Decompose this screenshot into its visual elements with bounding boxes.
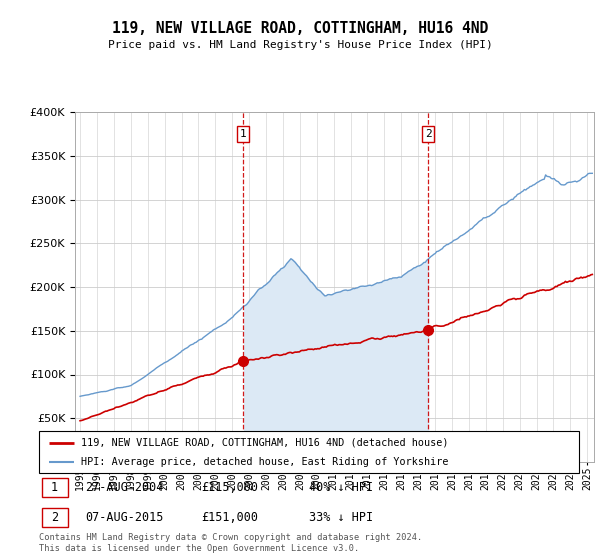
Text: 27-AUG-2004: 27-AUG-2004 (85, 481, 163, 494)
Text: 2: 2 (425, 129, 432, 139)
Text: HPI: Average price, detached house, East Riding of Yorkshire: HPI: Average price, detached house, East… (81, 457, 449, 467)
FancyBboxPatch shape (42, 508, 68, 527)
Text: £151,000: £151,000 (201, 511, 258, 524)
Text: Contains HM Land Registry data © Crown copyright and database right 2024.
This d: Contains HM Land Registry data © Crown c… (39, 533, 422, 553)
Text: 2: 2 (51, 511, 58, 524)
Text: Price paid vs. HM Land Registry's House Price Index (HPI): Price paid vs. HM Land Registry's House … (107, 40, 493, 50)
FancyBboxPatch shape (39, 431, 579, 473)
Text: 119, NEW VILLAGE ROAD, COTTINGHAM, HU16 4ND: 119, NEW VILLAGE ROAD, COTTINGHAM, HU16 … (112, 21, 488, 36)
Text: 07-AUG-2015: 07-AUG-2015 (85, 511, 163, 524)
Text: 119, NEW VILLAGE ROAD, COTTINGHAM, HU16 4ND (detached house): 119, NEW VILLAGE ROAD, COTTINGHAM, HU16 … (81, 437, 449, 447)
Text: 40% ↓ HPI: 40% ↓ HPI (309, 481, 373, 494)
Text: £115,000: £115,000 (201, 481, 258, 494)
Text: 1: 1 (51, 481, 58, 494)
Text: 33% ↓ HPI: 33% ↓ HPI (309, 511, 373, 524)
FancyBboxPatch shape (42, 478, 68, 497)
Text: 1: 1 (240, 129, 247, 139)
